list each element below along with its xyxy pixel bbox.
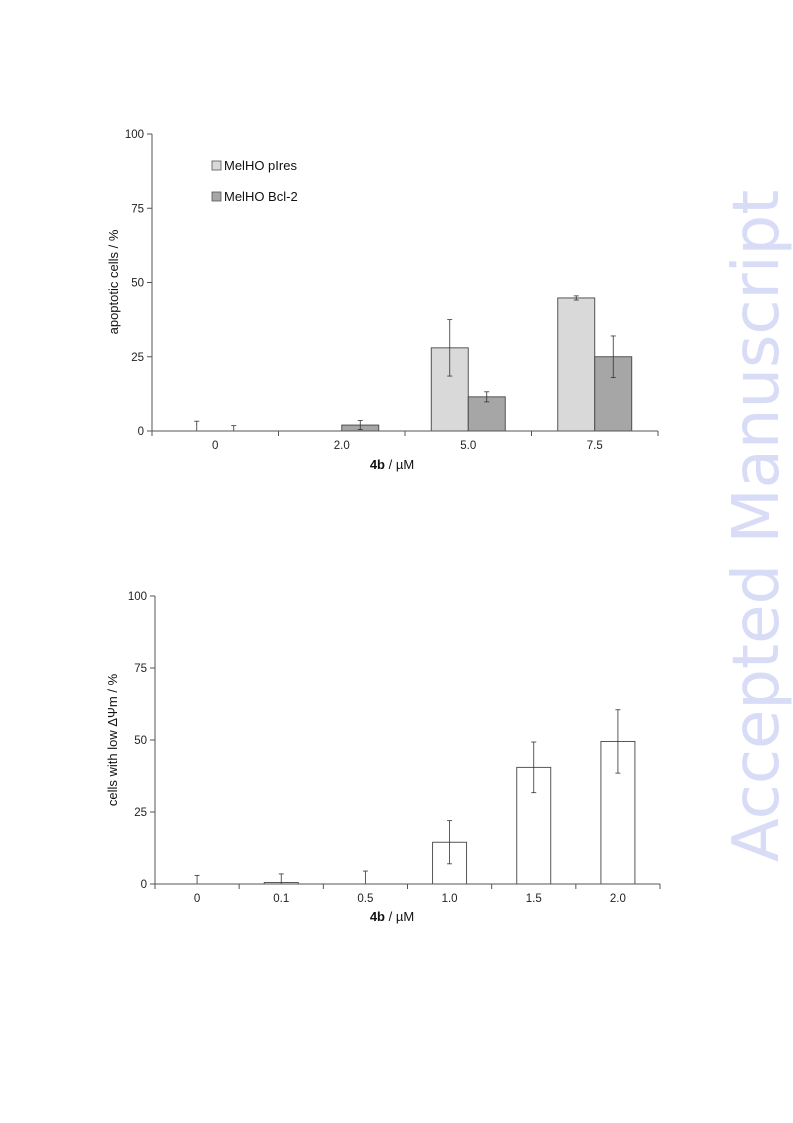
legend-swatch-pires bbox=[211, 160, 222, 171]
y-tick-label: 50 bbox=[134, 735, 147, 747]
y-axis-title: apoptotic cells / % bbox=[106, 229, 121, 334]
y-tick-label: 100 bbox=[128, 591, 147, 603]
y-tick-label: 0 bbox=[138, 426, 144, 438]
legend-label-pires: MelHO pIres bbox=[224, 158, 297, 173]
x-tick-label: 1.5 bbox=[526, 893, 542, 905]
legend-swatch-bcl2 bbox=[211, 191, 222, 202]
x-tick-label: 5.0 bbox=[460, 440, 476, 452]
x-tick-label: 2.0 bbox=[334, 440, 350, 452]
x-tick-label: 0 bbox=[212, 440, 218, 452]
y-axis-title: cells with low ΔΨm / % bbox=[105, 673, 120, 806]
x-axis-title-unit: / µM bbox=[385, 909, 414, 924]
legend-label-bcl2: MelHO Bcl-2 bbox=[224, 189, 298, 204]
y-tick-label: 25 bbox=[131, 352, 144, 364]
x-tick-label: 1.0 bbox=[442, 893, 458, 905]
x-tick-label: 0.5 bbox=[357, 893, 373, 905]
legend: MelHO pIres MelHO Bcl-2 bbox=[211, 158, 298, 204]
x-axis-title: 4b / µM bbox=[370, 457, 414, 472]
bar bbox=[430, 347, 469, 432]
y-tick-label: 0 bbox=[141, 879, 147, 891]
x-axis-title-bold: 4b bbox=[370, 909, 385, 924]
y-tick-label: 75 bbox=[134, 663, 147, 675]
x-axis-title-unit: / µM bbox=[385, 457, 414, 472]
y-tick-label: 50 bbox=[131, 278, 144, 290]
bar bbox=[557, 297, 596, 432]
y-tick-label: 100 bbox=[125, 129, 144, 141]
y-tick-label: 75 bbox=[131, 203, 144, 215]
x-tick-label: 2.0 bbox=[610, 893, 626, 905]
x-tick-label: 0.1 bbox=[273, 893, 289, 905]
x-axis-title-bold: 4b bbox=[370, 457, 385, 472]
y-tick-label: 25 bbox=[134, 807, 147, 819]
x-tick-label: 7.5 bbox=[587, 440, 603, 452]
x-axis-title: 4b / µM bbox=[370, 909, 414, 924]
apoptosis-bar-chart: 0 25 50 75 100 0 2.0 5.0 7.5 apoptotic cells / %… bbox=[106, 129, 659, 472]
x-tick-label: 0 bbox=[194, 893, 200, 905]
watermark-text: Accepted Manuscript bbox=[720, 190, 793, 862]
mitochondrial-potential-bar-chart: 0 25 50 75 100 0 0.1 0.5 1.0 1.5 2.0 cells with lo… bbox=[105, 591, 661, 924]
